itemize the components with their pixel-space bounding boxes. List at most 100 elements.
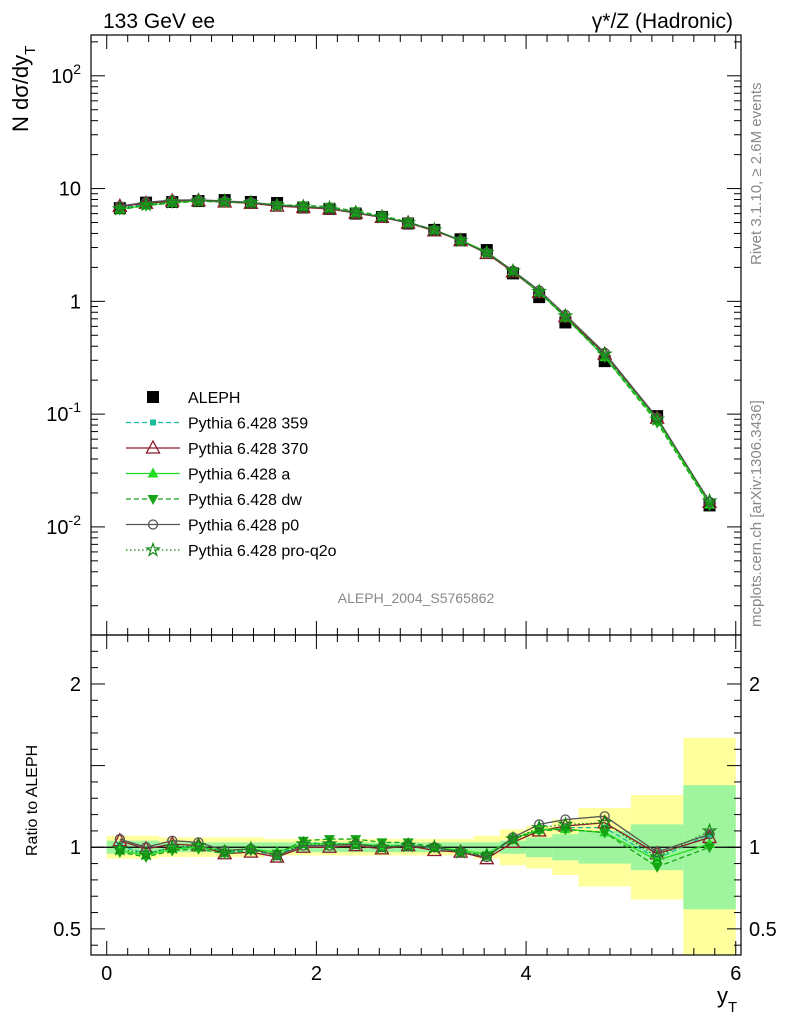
y-tick-label: 10 (59, 179, 81, 201)
data-point (426, 221, 443, 237)
data-point (481, 851, 492, 863)
legend-label: Pythia 6.428 dw (188, 492, 302, 509)
main-series-pythia-6-428-dw (114, 197, 716, 512)
data-point (138, 845, 154, 861)
data-point (321, 199, 338, 215)
main-series-pythia-6-428-pro-q2o (111, 192, 718, 508)
legend-entry-pythia-6-428-a: Pythia 6.428 a (126, 467, 290, 484)
data-point (374, 838, 390, 854)
series-line (119, 822, 710, 858)
main-ylabel: N dσ/dyT (8, 46, 39, 132)
legend-entry-aleph: ALEPH (147, 390, 240, 407)
legend-label: Pythia 6.428 359 (188, 416, 308, 433)
data-point (111, 200, 128, 216)
main-panel-series (111, 192, 718, 512)
data-point (599, 811, 610, 822)
data-point (596, 814, 613, 830)
ratio-y-tick-label-right: 2 (749, 674, 760, 696)
ratio-panel-series (111, 811, 718, 873)
data-point (347, 835, 364, 851)
data-point (140, 842, 152, 853)
ratio-y-tick-label-right: 0.5 (749, 919, 777, 941)
ratio-y-tick-label: 1 (70, 837, 81, 859)
ratio-y-tick-label: 2 (70, 674, 81, 696)
main-ylabel-sub: T (22, 46, 39, 55)
y-tick-label: 10-2 (46, 512, 81, 539)
data-point (505, 262, 521, 278)
data-point (216, 843, 233, 859)
ratio-ylabel: Ratio to ALEPH (24, 745, 41, 856)
data-point (704, 843, 716, 854)
data-point (402, 838, 414, 849)
data-point (560, 814, 571, 825)
data-point (190, 192, 207, 208)
data-point (190, 837, 207, 853)
main-series-pythia-6-428-p0 (114, 194, 715, 507)
ratio-frame (90, 634, 742, 956)
data-point (324, 840, 335, 851)
data-point (452, 232, 469, 248)
main-series-aleph (113, 194, 716, 512)
data-point (505, 830, 521, 846)
series-line (119, 200, 711, 506)
data-point (452, 843, 469, 859)
process-label: γ*/Z (Hadronic) (592, 10, 733, 33)
mcplots-label: mcplots.cern.ch [arXiv:1306.3436] (748, 400, 765, 627)
energy-label: 133 GeV ee (103, 10, 215, 33)
series-line (119, 815, 710, 858)
data-point (269, 847, 286, 863)
legend-label: Pythia 6.428 370 (188, 441, 308, 458)
ratio-y-tick-label-right: 1 (749, 837, 760, 859)
rivet-label: Rivet 3.1.10, ≥ 2.6M events (748, 83, 765, 266)
data-point (651, 862, 663, 873)
series-line (119, 199, 711, 503)
data-point (704, 829, 715, 840)
legend-label: ALEPH (188, 390, 240, 407)
legend: ALEPH Pythia 6.428 359 Pythia 6.428 370 Pyt… (126, 390, 337, 560)
y-tick-label: 1 (70, 291, 81, 313)
data-point (533, 288, 545, 299)
data-point (321, 835, 338, 851)
legend-label: Pythia 6.428 pro-q2o (188, 543, 337, 560)
data-point (649, 410, 666, 427)
data-point (557, 307, 574, 323)
data-point (599, 828, 611, 839)
y-tick-label: 102 (51, 61, 81, 88)
main-series-pythia-6-428-370 (112, 192, 718, 509)
series-line (119, 200, 711, 505)
legend-entry-pythia-6-428-pro-q2o: Pythia 6.428 pro-q2o (126, 541, 337, 560)
main-ylabel-text: N dσ/dy (8, 55, 33, 132)
data-point (216, 193, 233, 209)
analysis-watermark: ALEPH_2004_S5765862 (338, 590, 495, 606)
data-point (164, 193, 181, 209)
data-point (701, 822, 718, 838)
data-point (242, 840, 259, 856)
legend-marker (147, 495, 159, 505)
data-point (269, 197, 286, 213)
legend-entry-pythia-6-428-370: Pythia 6.428 370 (126, 439, 308, 458)
data-point (400, 837, 417, 853)
data-point (295, 198, 312, 214)
legend-label: Pythia 6.428 a (188, 467, 290, 484)
legend-entry-pythia-6-428-359: Pythia 6.428 359 (126, 416, 308, 433)
legend-marker (147, 519, 159, 530)
x-tick-label: 2 (311, 963, 322, 985)
data-point (649, 848, 666, 864)
legend-entry-pythia-6-428-p0: Pythia 6.428 p0 (126, 518, 299, 535)
data-point (478, 847, 495, 863)
data-point (245, 198, 257, 209)
legend-marker (145, 439, 161, 454)
ratio-y-tick-label: 0.5 (53, 919, 81, 941)
legend-marker (147, 467, 159, 478)
data-point (531, 819, 548, 835)
main-series-pythia-6-428-359 (116, 198, 713, 505)
legend-label: Pythia 6.428 p0 (188, 518, 299, 535)
plot-frames: 0 2 4 6 10-2 10-1 1 10 102 0.5 0.5 1 1 2 2 (46, 34, 777, 985)
data-point (701, 492, 718, 508)
x-tick-label: 4 (521, 963, 532, 985)
x-tick-label: 0 (101, 963, 112, 985)
data-point (400, 214, 417, 230)
legend-marker (147, 391, 159, 403)
data-point (531, 283, 548, 299)
main-series-pythia-6-428-a (114, 194, 716, 509)
